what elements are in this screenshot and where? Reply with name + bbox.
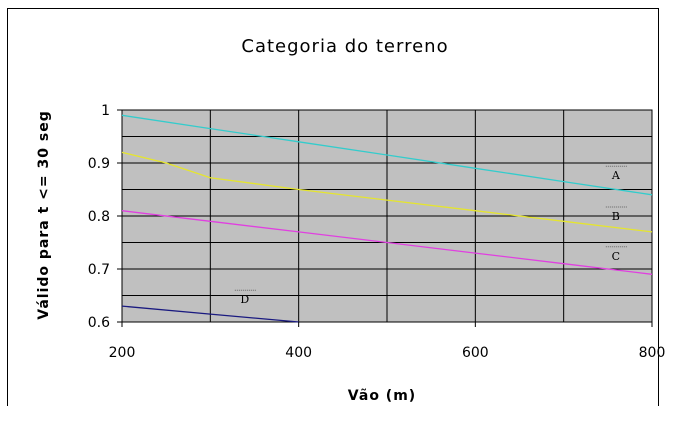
x-tick-label: 200 <box>109 345 136 361</box>
series-line-d <box>121 305 299 323</box>
y-axis-label: Válido para t <= 30 seg <box>36 110 52 319</box>
y-tick-label: 0.8 <box>88 209 110 225</box>
y-tick-label: 0.9 <box>88 156 110 172</box>
x-tick-label: 600 <box>462 345 489 361</box>
series-label-d: D <box>240 293 249 306</box>
chart-title: Categoria do terreno <box>241 36 448 57</box>
y-tick-label: 0.6 <box>88 315 110 331</box>
x-axis-label: Vão (m) <box>348 388 416 404</box>
chart-frame <box>7 8 659 406</box>
y-tick-label: 0.7 <box>88 262 110 278</box>
plot-area: A B C D 0.6 0.7 0.8 0.9 1 200 400 600 800 <box>88 103 666 361</box>
x-tick-label: 800 <box>639 345 666 361</box>
y-tick-label: 1 <box>101 103 110 119</box>
x-tick-label: 400 <box>285 345 312 361</box>
series-line-b <box>121 151 653 233</box>
series-line-c <box>121 210 653 275</box>
series-label-b: B <box>612 210 620 223</box>
series-label-a: A <box>611 169 621 182</box>
series-line-a <box>121 114 653 196</box>
series-label-c: C <box>612 250 620 263</box>
